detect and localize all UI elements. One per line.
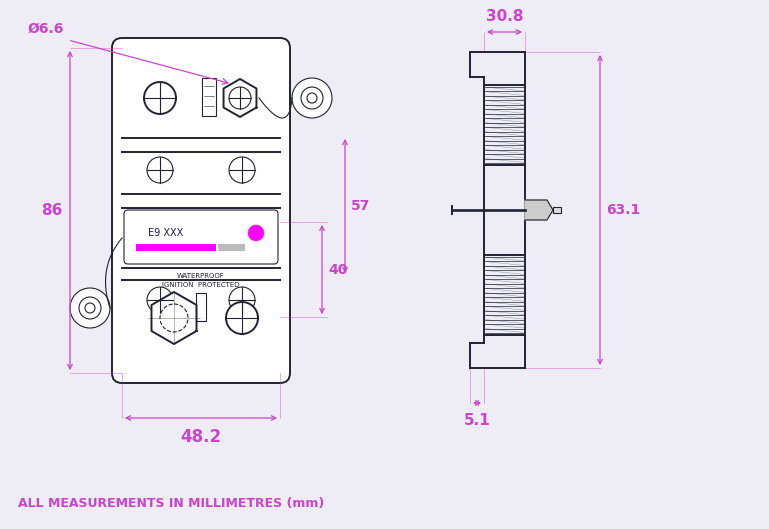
Polygon shape (151, 292, 197, 344)
Text: 40: 40 (328, 262, 348, 277)
Circle shape (144, 82, 176, 114)
Text: IGNITION  PROTECTED: IGNITION PROTECTED (162, 282, 240, 288)
Bar (196, 293, 206, 321)
Text: 30.8: 30.8 (486, 9, 523, 24)
Bar (136, 244, 216, 251)
Circle shape (292, 78, 332, 118)
Circle shape (229, 287, 255, 313)
Text: Ø6.6: Ø6.6 (28, 22, 65, 36)
Circle shape (147, 157, 173, 183)
Polygon shape (525, 200, 553, 220)
Bar (202, 78, 216, 116)
Circle shape (79, 297, 101, 319)
Circle shape (229, 157, 255, 183)
Bar (553, 207, 561, 213)
FancyBboxPatch shape (112, 38, 290, 383)
FancyBboxPatch shape (124, 210, 278, 264)
Polygon shape (224, 79, 256, 117)
Circle shape (248, 225, 264, 241)
Circle shape (229, 87, 251, 109)
Circle shape (160, 304, 188, 332)
Circle shape (70, 288, 110, 328)
Circle shape (307, 93, 317, 103)
Text: ALL MEASUREMENTS IN MILLIMETRES (mm): ALL MEASUREMENTS IN MILLIMETRES (mm) (18, 497, 325, 510)
Bar (218, 244, 245, 251)
Text: E9 XXX: E9 XXX (148, 228, 184, 238)
Text: 86: 86 (41, 203, 62, 218)
Circle shape (301, 87, 323, 109)
Text: 48.2: 48.2 (181, 428, 221, 446)
Circle shape (147, 287, 173, 313)
Text: 5.1: 5.1 (464, 413, 491, 428)
Text: 63.1: 63.1 (606, 203, 641, 217)
Circle shape (85, 303, 95, 313)
Circle shape (226, 302, 258, 334)
Text: WATERPROOF: WATERPROOF (177, 273, 225, 279)
Text: 57: 57 (351, 199, 371, 213)
